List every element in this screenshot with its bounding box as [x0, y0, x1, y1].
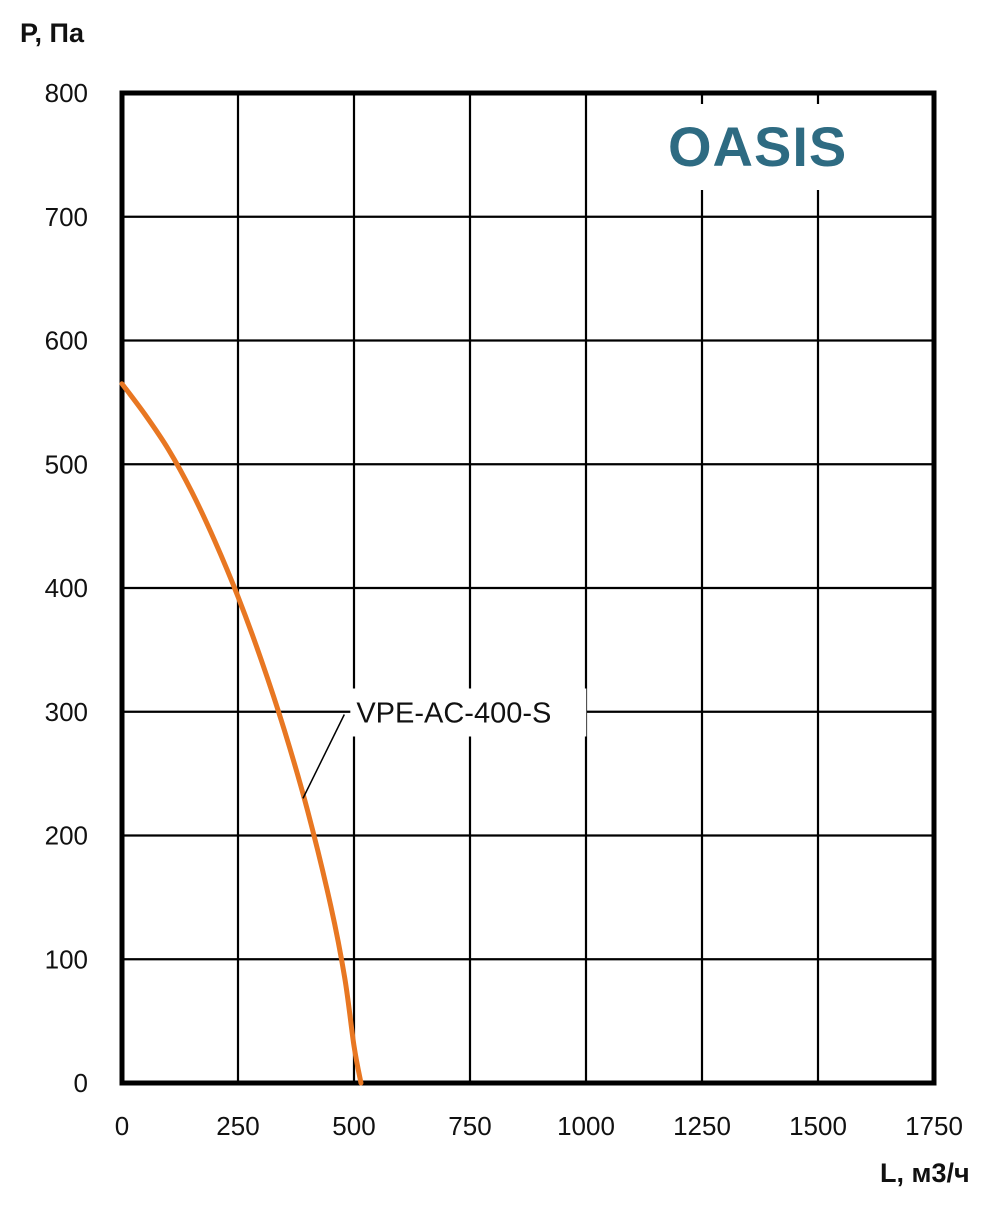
y-tick-labels: 0 100 200 300 400 500 600 700 800 [45, 78, 88, 1098]
x-tick-label: 250 [216, 1111, 259, 1141]
y-tick-label: 500 [45, 449, 88, 479]
y-tick-label: 800 [45, 78, 88, 108]
series-label-background [350, 688, 587, 737]
y-tick-label: 0 [74, 1068, 88, 1098]
x-tick-labels: 0 250 500 750 1000 1250 1500 1750 [115, 1111, 963, 1141]
y-tick-label: 600 [45, 326, 88, 356]
oasis-logo: OASIS [660, 104, 860, 190]
series-label: VPE-AC-400-S [356, 698, 551, 730]
x-tick-label: 1250 [673, 1111, 731, 1141]
series-line-0 [119, 381, 364, 1086]
y-tick-label: 400 [45, 573, 88, 603]
logo-text: OASIS [668, 115, 847, 178]
x-tick-label: 1000 [557, 1111, 615, 1141]
y-axis-title: P, Па [20, 18, 85, 48]
series-label-leader-line [302, 714, 345, 799]
series-layer: VPE-AC-400-S [119, 381, 587, 1086]
x-tick-label: 1500 [789, 1111, 847, 1141]
y-tick-label: 200 [45, 821, 88, 851]
x-tick-label: 750 [448, 1111, 491, 1141]
logo-background [660, 104, 860, 190]
plot-frame [119, 90, 937, 1086]
y-tick-label: 700 [45, 202, 88, 232]
x-tick-label: 0 [115, 1111, 129, 1141]
x-tick-label: 1750 [905, 1111, 963, 1141]
x-tick-label: 500 [332, 1111, 375, 1141]
y-tick-label: 100 [45, 944, 88, 974]
y-tick-label: 300 [45, 697, 88, 727]
x-axis-title: L, м3/ч [880, 1158, 970, 1188]
